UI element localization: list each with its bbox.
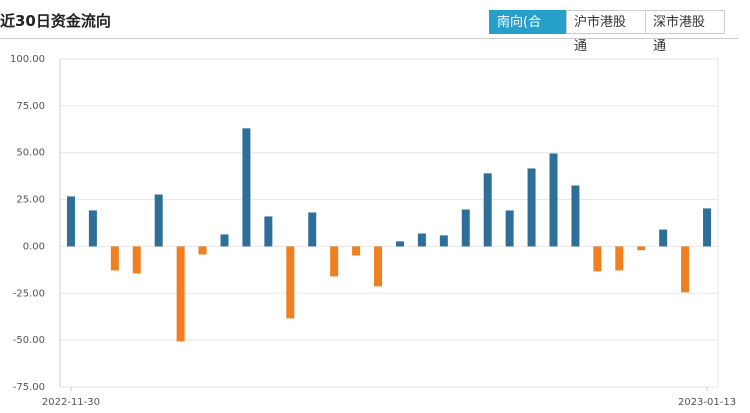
bar [132,246,141,274]
bar [308,212,317,247]
bar [637,246,646,251]
bar [176,246,185,342]
bar [461,209,470,247]
bar [593,246,602,272]
bar [505,210,514,247]
bar [483,173,492,247]
bar [417,233,426,247]
bar [110,246,119,271]
y-tick-label: 0.00 [23,241,45,252]
bar [395,241,404,247]
bar [374,246,383,287]
bar [264,216,273,247]
bar [242,128,251,247]
x-tick-label: 2022-11-30 [42,397,100,408]
bar [198,246,207,255]
bar [439,235,448,247]
y-tick-label: 25.00 [16,195,45,206]
bar [659,229,668,247]
x-tick-label: 2023-01-13 [678,397,736,408]
tab[interactable]: 深市港股通 [645,10,725,54]
bar [66,196,75,247]
bar [681,246,690,293]
bar [571,185,580,247]
bar [549,153,558,247]
bar [352,246,361,256]
y-tick-label: -75.00 [13,382,45,393]
bar [154,194,163,247]
bar [703,208,712,247]
bar [220,234,229,247]
bar [330,246,339,277]
bar [88,210,97,247]
bar [615,246,624,271]
y-tick-label: 75.00 [16,101,45,112]
tab[interactable]: 沪市港股通 [566,10,646,54]
y-tick-label: -50.00 [13,335,45,346]
y-tick-label: 100.00 [10,54,45,65]
bar [527,168,536,247]
bar [286,246,295,319]
y-tick-label: 50.00 [16,148,45,159]
y-tick-label: -25.00 [13,288,45,299]
title: 近30日资金流向 [0,12,111,30]
divider [0,38,738,39]
